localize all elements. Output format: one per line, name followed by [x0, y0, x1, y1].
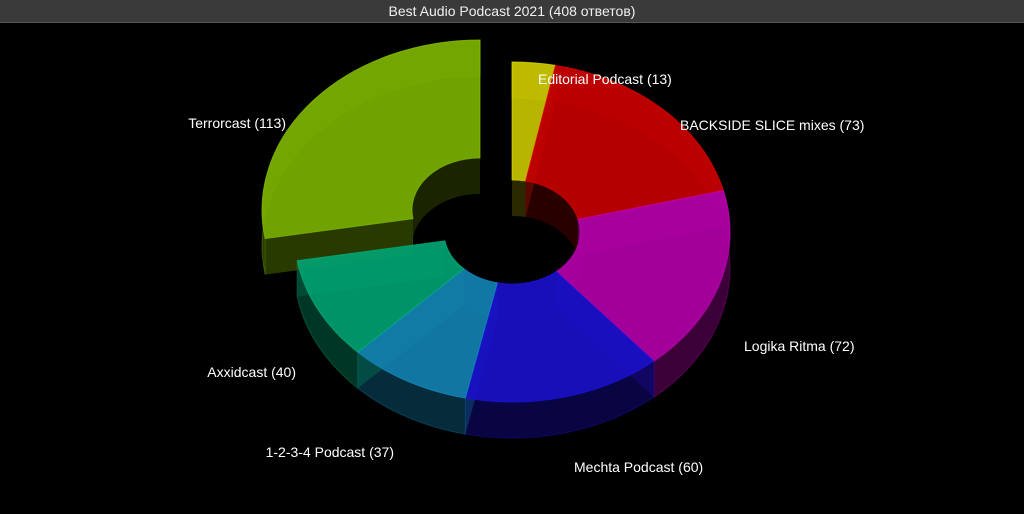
slice-label-0: Editorial Podcast (13): [538, 71, 672, 87]
slice-terrorcast[interactable]: [261, 39, 481, 240]
slice-backside-slice-mixes[interactable]: [524, 64, 725, 220]
slice-inner-6: [412, 157, 481, 255]
slice-label-4: 1-2-3-4 Podcast (37): [266, 444, 394, 460]
slice-label-3: Mechta Podcast (60): [574, 459, 703, 475]
slice-inner-0: [512, 180, 526, 218]
slice-logika-ritma[interactable]: [555, 189, 731, 362]
slice-label-2: Logika Ritma (72): [744, 338, 855, 354]
slice-label-5: Axxidcast (40): [207, 364, 296, 380]
slice-axxidcast[interactable]: [296, 240, 465, 353]
slice-label-1: BACKSIDE SLICE mixes (73): [680, 117, 864, 133]
slice-label-6: Terrorcast (113): [188, 115, 286, 131]
slice-1-2-3-4-podcast[interactable]: [357, 268, 499, 399]
slice-mechta-podcast[interactable]: [464, 270, 655, 403]
chart-title: Best Audio Podcast 2021 (408 ответов): [0, 0, 1024, 23]
